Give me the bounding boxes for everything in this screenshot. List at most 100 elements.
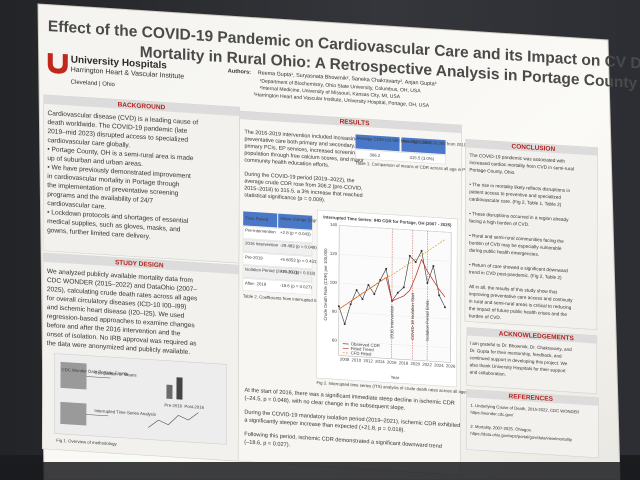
logo-location: Cleveland | Ohio (71, 79, 116, 88)
chart-gridline (338, 311, 451, 320)
chart-xlabel: Year (391, 375, 400, 381)
chart-data-point (367, 284, 370, 287)
methodology-figure: CDC Wonder Data Portage County Compariso… (54, 353, 227, 447)
chart-data-point (443, 306, 446, 309)
fig1-label: CDC Wonder Data Portage County (62, 367, 130, 376)
acknowledgement-line: and collaboration. (470, 369, 506, 376)
acknowledgement-line: Dr. Gupta for their mentorship, feedback… (470, 348, 562, 359)
conclusion-line: cardiovascular care. (Fig 2, Table 1, Ta… (469, 196, 561, 207)
slope-table-period: 2016 Intervention (245, 241, 279, 248)
avg-table-header: Average CDR/100,000 from 2019-2022 (403, 138, 478, 148)
fig1-label: Post-2016 (184, 404, 204, 410)
conclusion-line: patient access to preventive and special… (469, 189, 561, 200)
avg-table-header: Average CDR/100,000 from 2015-2018 (357, 135, 432, 145)
slope-table-value: +5.6053 (p = 0.431) (280, 257, 318, 264)
slope-table-value: -29.483 (p = 0.048) (280, 243, 317, 250)
chart-xtick-label: 2014 (375, 359, 385, 365)
slope-table-value: -18.6 (p = 0.027) (280, 283, 312, 290)
acknowledgement-line: continued support in developing this pro… (470, 355, 568, 366)
slope-table-period: After- 2019 (245, 281, 267, 287)
slope-table-period: Pre-2019 (245, 255, 263, 261)
conclusion-line: burden of CVD. (469, 313, 501, 320)
reference-line: https://wonder.cdc.gov/ (470, 410, 514, 418)
fig1-label: Pre-2016 (164, 402, 182, 408)
chart-data-point (396, 291, 399, 294)
conclusion-line: trend in CVD post-pandemic. (Fig 2, Tabl… (469, 269, 562, 280)
chart-data-point (361, 298, 364, 301)
study-design-section: STUDY DESIGN We analyzed publicly availa… (41, 252, 240, 462)
chart-data-point (426, 281, 429, 284)
bottom-shadow (0, 462, 640, 480)
chart-xtick-label: 2008 (340, 356, 350, 362)
references-section: REFERENCES 1. Underlying Cause of Death,… (466, 389, 599, 459)
chart-xtick-label: 2016 (387, 359, 397, 365)
conclusion-line: burden of CVD may be especially vulnerab… (469, 240, 562, 251)
chart-data-point (385, 267, 388, 270)
conclusion-heading: CONCLUSION (512, 143, 556, 153)
conclusion-line: • These disruptions occurred in a region… (469, 211, 569, 222)
conclusion-line: • The rise in mortality likely reflects … (469, 182, 570, 193)
chart-intervention-line (426, 230, 428, 362)
slope-table-value: +21.81 (p = 0.018) (280, 269, 316, 276)
chart-data-point (432, 265, 435, 268)
chart-data-point (373, 293, 376, 296)
chart-xtick-label: 2020 (410, 361, 420, 367)
references-heading: REFERENCES (509, 393, 554, 403)
chart-legend-label: Observed CDR (351, 341, 380, 348)
slope-table-period: Isolation Period (2019-2021) (245, 267, 300, 275)
chart-annotation: Isolation Period Ends (425, 300, 430, 341)
conclusion-line: the impact of future public health crise… (469, 306, 568, 317)
chart-xtick-label: 2026 (446, 363, 456, 369)
chart-ytick-label: 120 (330, 251, 338, 256)
chart-xtick-label: 2012 (363, 358, 373, 364)
slope-table-header: Slope change (Significance) (280, 216, 334, 224)
chart-data-point (438, 294, 441, 297)
acknowledgements-heading: ACKNOWLEDGEMENTS (499, 331, 575, 343)
reference-line: 1. Underlying Cause of Death, 2015-2022,… (470, 403, 579, 415)
background-line: cardiovascular care. (47, 200, 106, 211)
chart-xtick-label: 2024 (434, 362, 444, 368)
chart-data-point (355, 289, 358, 292)
background-heading: BACKGROUND (118, 101, 166, 111)
chart-data-point (420, 249, 423, 252)
chart-intervention-line (412, 230, 414, 361)
avg-table-value: 306.2 (369, 152, 380, 158)
chart-xtick-label: 2018 (399, 360, 409, 366)
results-bottom-line: (–18.6, p = 0.027). (244, 440, 290, 449)
reference-line: https://data.ohio.gov/wps/portal/gov/dat… (470, 431, 573, 442)
chart-series-line (338, 258, 446, 310)
chart-annotation: COVID-19 Isolation Start (410, 292, 415, 340)
acknowledgement-line: also thank University Hospitals for thei… (470, 362, 567, 373)
chart-data-point (349, 303, 352, 306)
results-heading: RESULTS (340, 118, 371, 127)
chart-series-line (338, 239, 446, 310)
chart-legend-label: CFD Fitted (351, 350, 372, 356)
background-section: BACKGROUND Cardiovascular disease (CVD) … (42, 94, 240, 264)
results-covid-line: statistical significance (p = 0.009). (244, 192, 325, 203)
conclusion-line: improving preventative care access and c… (469, 291, 573, 303)
chart-ylabel: Crude Death Rate (CDR) per 100,000 (323, 248, 328, 321)
fig1-caption: Fig 1. Overview of methodology (56, 438, 117, 447)
chart-data-point (343, 323, 346, 326)
chart-gridline (339, 254, 452, 262)
chart-xtick-label: 2010 (352, 357, 362, 363)
chart-gridline (338, 283, 451, 291)
conclusion-line: facing a high burden of CVD. (469, 218, 529, 227)
conclusion-line: increased cardiac mortality from CVD in … (469, 160, 574, 172)
conclusion-line: • Return of care showed a significant do… (469, 262, 568, 273)
chart-gridline (339, 225, 452, 233)
conclusion-line: All in all, the results of this study sh… (469, 284, 558, 295)
authors-label: Authors: (228, 68, 251, 75)
chart-ytick-label: 100 (330, 280, 338, 285)
chart-intervention-line (391, 228, 393, 359)
chart-ytick-label: 80 (332, 309, 337, 314)
university-hospitals-logo: University Hospitals Harrington Heart & … (47, 53, 184, 88)
fig1-label: Comparison of Means (95, 370, 137, 378)
conclusion-line: during public health emergencies. (469, 248, 539, 257)
chart-gridline (338, 340, 451, 349)
conclusion-line: The COVID-19 pandemic was associated wit… (469, 153, 565, 164)
conclusion-section: CONCLUSION The COVID-19 pandemic was ass… (464, 139, 598, 330)
conclusion-line: in rural and semi-rural areas is critica… (469, 299, 572, 310)
